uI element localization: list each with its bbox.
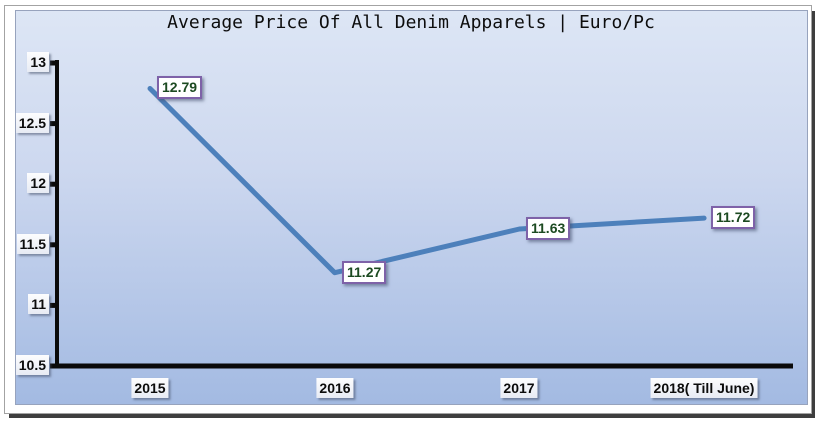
y-axis-tick-label: 11.5 (16, 234, 49, 254)
y-axis-tick-label: 12 (27, 173, 49, 193)
data-label: 11.27 (342, 261, 387, 284)
y-axis-tick-label: 11 (28, 294, 49, 314)
chart-title: Average Price Of All Denim Apparels | Eu… (167, 12, 655, 33)
x-axis-tick-label: 2015 (131, 378, 169, 398)
x-axis-tick-label: 2017 (500, 378, 538, 398)
data-label: 11.72 (711, 206, 756, 229)
y-axis-tick-label: 13 (27, 52, 49, 72)
data-label: 11.63 (526, 217, 571, 240)
y-axis-tick-label: 12.5 (15, 113, 49, 133)
y-axis-tick-label: 10.5 (15, 355, 49, 375)
chart-panel (15, 10, 808, 405)
x-axis-tick-label: 2016 (316, 378, 354, 398)
data-label: 12.79 (157, 76, 203, 99)
x-axis-tick-label: 2018( Till June) (650, 378, 758, 398)
